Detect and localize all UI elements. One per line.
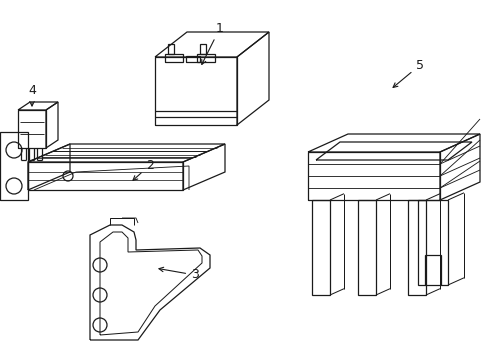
Text: 3: 3: [159, 267, 199, 282]
Text: 5: 5: [392, 59, 423, 87]
Text: 2: 2: [133, 158, 154, 180]
Text: 1: 1: [202, 22, 224, 64]
Text: 4: 4: [28, 84, 36, 106]
